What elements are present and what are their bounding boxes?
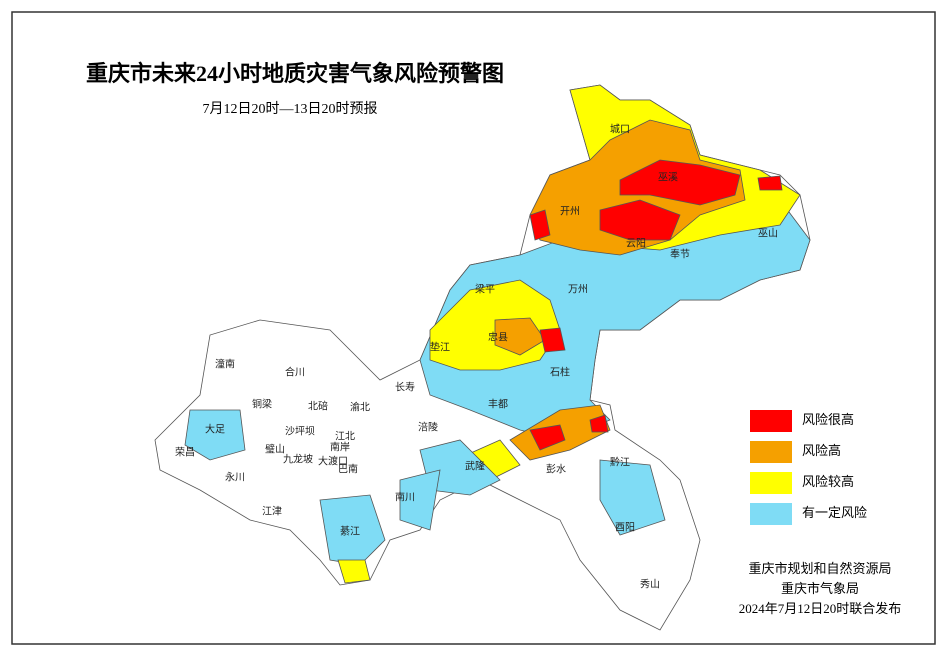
region-blue	[319, 494, 386, 566]
region-red	[757, 175, 783, 191]
district-label: 南川	[395, 490, 415, 503]
region-red	[539, 327, 566, 353]
district-label: 铜梁	[252, 397, 272, 410]
region-blue	[184, 409, 246, 461]
district-label: 彭水	[546, 462, 566, 475]
region-blue	[399, 469, 441, 531]
district-label: 万州	[568, 283, 588, 295]
district-label: 秀山	[640, 578, 660, 590]
district-label: 璧山	[265, 442, 285, 455]
publisher: 重庆市气象局	[781, 581, 859, 596]
district-label: 云阳	[626, 237, 646, 249]
legend-label: 风险较高	[802, 474, 854, 489]
district-label: 巫溪	[658, 171, 678, 183]
district-label: 开州	[560, 205, 580, 217]
legend-swatch	[750, 472, 792, 494]
district-label: 江津	[262, 505, 282, 517]
region-red	[599, 199, 681, 241]
region-red	[529, 424, 566, 451]
district-label: 永川	[225, 470, 245, 483]
district-label: 梁平	[475, 282, 495, 295]
regions	[154, 84, 811, 631]
district-label: 奉节	[670, 247, 690, 260]
district-label: 涪陵	[418, 420, 438, 433]
district-label: 南岸	[330, 440, 350, 453]
publisher: 重庆市规划和自然资源局	[748, 561, 891, 576]
region-orange	[494, 317, 546, 356]
region-red	[589, 414, 609, 433]
district-label: 潼南	[215, 357, 235, 370]
district-label: 忠县	[488, 331, 508, 343]
district-label: 酉阳	[615, 521, 635, 533]
district-label: 巴南	[338, 462, 358, 475]
map-subtitle: 7月12日20时—13日20时预报	[203, 101, 378, 117]
district-label: 江北	[335, 430, 355, 442]
legend-label: 风险很高	[802, 412, 854, 427]
district-label: 丰都	[488, 397, 508, 410]
legend-swatch	[750, 410, 792, 432]
region-blue	[599, 459, 666, 536]
district-label: 渝北	[350, 400, 370, 413]
region-yellow	[337, 559, 371, 584]
district-label: 石柱	[550, 365, 570, 378]
district-label: 綦江	[340, 524, 360, 537]
legend-swatch	[750, 441, 792, 463]
district-label: 合川	[285, 365, 305, 378]
legend-label: 有一定风险	[802, 505, 867, 520]
district-label: 长寿	[395, 380, 415, 393]
publisher: 2024年7月12日20时联合发布	[739, 601, 902, 616]
district-label: 荣昌	[175, 446, 195, 458]
region-red	[529, 209, 551, 241]
district-label: 大渡口	[318, 454, 348, 467]
district-label: 大足	[205, 422, 225, 435]
legend-swatch	[750, 503, 792, 525]
district-label: 垫江	[430, 340, 450, 353]
district-label: 九龙坡	[283, 452, 313, 465]
region-red	[619, 159, 741, 206]
district-label: 巫山	[758, 227, 778, 239]
district-label: 沙坪坝	[285, 424, 315, 437]
district-label: 武隆	[465, 459, 485, 472]
district-label: 北碚	[308, 399, 328, 412]
district-label: 黔江	[610, 455, 630, 468]
map-title: 重庆市未来24小时地质灾害气象风险预警图	[86, 61, 504, 86]
legend-label: 风险高	[802, 443, 841, 458]
district-label: 城口	[610, 123, 630, 135]
